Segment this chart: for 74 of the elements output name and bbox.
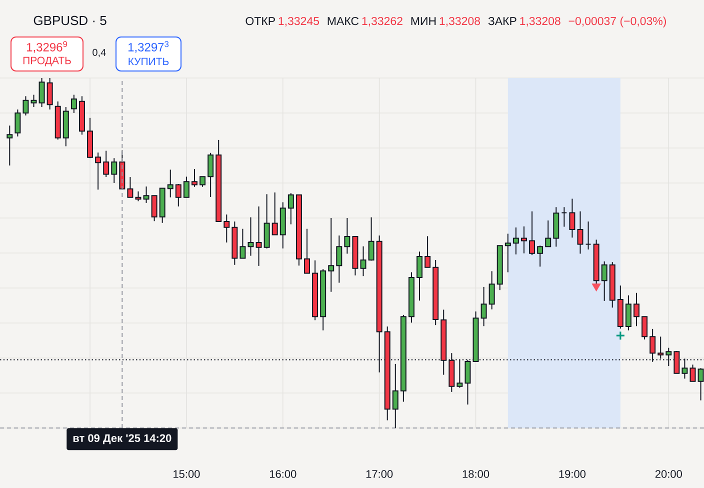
text: МАКС bbox=[328, 16, 359, 26]
candlestick bbox=[577, 210, 584, 254]
candlestick bbox=[336, 234, 342, 284]
candlestick bbox=[151, 195, 158, 222]
x-tick-label: 20:00 bbox=[655, 470, 682, 478]
candlestick bbox=[38, 77, 45, 108]
candlestick bbox=[143, 186, 150, 204]
candlestick bbox=[272, 192, 278, 236]
candlestick bbox=[248, 216, 254, 256]
candlestick bbox=[183, 176, 190, 198]
text: 1,3296$^{9}$ bbox=[26, 41, 68, 53]
x-tick-label: 19:00 bbox=[559, 470, 586, 478]
candlestick bbox=[561, 206, 568, 228]
candlestick bbox=[424, 236, 431, 268]
text: 1,33245 bbox=[278, 16, 320, 26]
candlestick bbox=[304, 228, 310, 274]
text: 0,4 bbox=[92, 48, 106, 58]
ref-line-label: вт 09 Дек '25 14:20 bbox=[73, 434, 172, 444]
candlestick bbox=[103, 150, 110, 178]
candlestick bbox=[480, 286, 487, 327]
candlestick bbox=[328, 217, 334, 292]
candlestick bbox=[488, 270, 495, 310]
candlestick bbox=[368, 216, 374, 262]
text: 1,3297$^{3}$ bbox=[128, 41, 169, 53]
candlestick bbox=[529, 210, 536, 256]
candlestick bbox=[46, 77, 53, 110]
candlestick bbox=[690, 364, 696, 382]
chart-title: GBPUSD · 5 bbox=[34, 16, 106, 26]
candlestick bbox=[601, 260, 608, 302]
candlestick bbox=[360, 246, 366, 277]
candlestick bbox=[392, 363, 398, 428]
candlestick bbox=[175, 184, 182, 207]
candlestick bbox=[585, 220, 592, 250]
x-tick-label: 17:00 bbox=[366, 470, 393, 478]
candlestick bbox=[569, 198, 576, 238]
candlestick bbox=[416, 251, 422, 302]
text: 1,33262 bbox=[362, 16, 402, 26]
candlestick bbox=[192, 168, 198, 188]
x-tick-label: 15:00 bbox=[174, 470, 200, 478]
text: 1,33208 bbox=[440, 16, 480, 26]
candlestick bbox=[30, 94, 37, 108]
x-tick-label: 18:00 bbox=[462, 470, 490, 478]
candlestick bbox=[127, 176, 134, 198]
candlestick bbox=[200, 176, 206, 188]
candlestick bbox=[642, 316, 648, 340]
x-tick-label: 16:00 bbox=[270, 470, 296, 478]
text: −0,00037 (−0,03%) bbox=[568, 16, 666, 28]
candlestick bbox=[545, 220, 552, 248]
text: 1,33208 bbox=[520, 16, 560, 26]
candlestick bbox=[95, 152, 102, 190]
candlestick bbox=[537, 245, 544, 268]
candlestick bbox=[167, 169, 174, 198]
text: МИН bbox=[411, 17, 436, 25]
text: ПРОДАТЬ bbox=[23, 56, 71, 66]
text: КУПИТЬ bbox=[128, 58, 169, 66]
text: ОТКР bbox=[246, 16, 275, 26]
candlestick bbox=[288, 192, 294, 225]
candlestick bbox=[520, 226, 527, 254]
candlestick bbox=[504, 233, 511, 273]
candlestick bbox=[256, 206, 262, 266]
candlestick bbox=[224, 214, 230, 243]
candlestick bbox=[344, 217, 350, 254]
candlestick bbox=[70, 94, 77, 114]
candlestick bbox=[240, 228, 246, 259]
candlestick bbox=[208, 152, 214, 198]
candlestick bbox=[512, 226, 519, 255]
candlestick bbox=[14, 108, 21, 137]
candlestick bbox=[634, 292, 640, 327]
candlestick bbox=[625, 294, 632, 331]
candlestick bbox=[135, 190, 142, 202]
text: ЗАКР bbox=[488, 16, 516, 26]
candlestick bbox=[111, 158, 118, 184]
candlestick bbox=[6, 125, 13, 166]
candlestick bbox=[22, 96, 29, 116]
